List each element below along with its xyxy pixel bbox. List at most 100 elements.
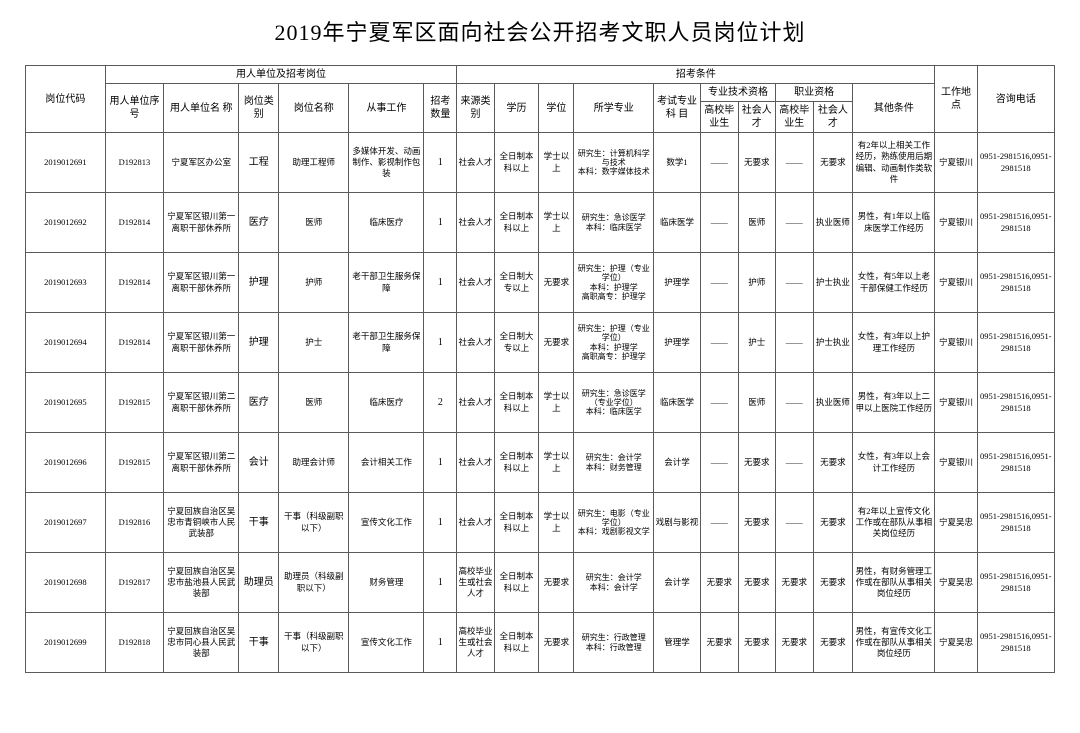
- cell-code: 2019012695: [26, 373, 106, 433]
- cell-ps: 无要求: [738, 613, 776, 673]
- cell-qty: 2: [424, 373, 457, 433]
- header-qty: 招考数量: [424, 84, 457, 133]
- cell-major: 研究生：电影（专业学位）本科：戏剧影视文学: [574, 493, 654, 553]
- cell-loc: 宁夏银川: [935, 373, 977, 433]
- cell-edu: 全日制本科以上: [494, 433, 539, 493]
- cell-unitname: 宁夏军区银川第一离职干部休养所: [164, 193, 239, 253]
- header-subject: 考试专业科 目: [654, 84, 701, 133]
- cell-major: 研究生：急诊医学本科：临床医学: [574, 193, 654, 253]
- cell-loc: 宁夏银川: [935, 433, 977, 493]
- cell-subject: 临床医学: [654, 193, 701, 253]
- cell-posttype: 护理: [239, 313, 279, 373]
- table-row: 2019012699D192818宁夏回族自治区吴忠市同心县人民武装部干事干事（…: [26, 613, 1055, 673]
- cell-major: 研究生：计算机科学与技术本科：数字媒体技术: [574, 133, 654, 193]
- cell-ps: 无要求: [738, 133, 776, 193]
- cell-work: 临床医疗: [349, 193, 424, 253]
- cell-unitname: 宁夏回族自治区吴忠市盐池县人民武装部: [164, 553, 239, 613]
- cell-pg: ——: [701, 493, 739, 553]
- cell-edu: 全日制本科以上: [494, 193, 539, 253]
- cell-unitname: 宁夏军区银川第二离职干部休养所: [164, 373, 239, 433]
- cell-postname: 医师: [279, 193, 349, 253]
- cell-source: 社会人才: [457, 493, 495, 553]
- cell-subject: 临床医学: [654, 373, 701, 433]
- header-vocqual: 职业资格: [776, 84, 853, 102]
- cell-degree: 无要求: [539, 313, 574, 373]
- header-other: 其他条件: [853, 84, 935, 133]
- table-row: 2019012691D192813宁夏军区办公室工程助理工程师多媒体开发、动画制…: [26, 133, 1055, 193]
- header-postname: 岗位名称: [279, 84, 349, 133]
- cell-subject: 会计学: [654, 433, 701, 493]
- cell-edu: 全日制大专以上: [494, 253, 539, 313]
- cell-subject: 戏剧与影视: [654, 493, 701, 553]
- cell-work: 会计相关工作: [349, 433, 424, 493]
- cell-work: 多媒体开发、动画制作、影视制作包装: [349, 133, 424, 193]
- cell-code: 2019012693: [26, 253, 106, 313]
- cell-source: 社会人才: [457, 313, 495, 373]
- table-row: 2019012693D192814宁夏军区银川第一离职干部休养所护理护师老干部卫…: [26, 253, 1055, 313]
- cell-posttype: 干事: [239, 613, 279, 673]
- cell-phone: 0951-2981516,0951-2981518: [977, 493, 1054, 553]
- cell-postname: 干事（科级副职以下）: [279, 493, 349, 553]
- cell-major: 研究生：护理（专业学位）本科：护理学高职高专：护理学: [574, 313, 654, 373]
- cell-code: 2019012694: [26, 313, 106, 373]
- cell-degree: 学士以上: [539, 193, 574, 253]
- header-ps: 社会人才: [738, 102, 776, 133]
- header-loc: 工作地点: [935, 66, 977, 133]
- cell-ps: 无要求: [738, 493, 776, 553]
- cell-unitno: D192815: [105, 373, 164, 433]
- cell-subject: 数学1: [654, 133, 701, 193]
- cell-subject: 管理学: [654, 613, 701, 673]
- cell-other: 女性，有5年以上老干部保健工作经历: [853, 253, 935, 313]
- cell-edu: 全日制本科以上: [494, 493, 539, 553]
- cell-subject: 护理学: [654, 313, 701, 373]
- cell-ps: 无要求: [738, 433, 776, 493]
- cell-vs: 执业医师: [813, 193, 853, 253]
- cell-posttype: 护理: [239, 253, 279, 313]
- cell-edu: 全日制本科以上: [494, 553, 539, 613]
- cell-loc: 宁夏银川: [935, 313, 977, 373]
- cell-posttype: 医疗: [239, 373, 279, 433]
- header-pg: 高校毕业生: [701, 102, 739, 133]
- cell-unitname: 宁夏回族自治区吴忠市青铜峡市人民武装部: [164, 493, 239, 553]
- cell-unitno: D192818: [105, 613, 164, 673]
- cell-ps: 护师: [738, 253, 776, 313]
- cell-vg: ——: [776, 493, 814, 553]
- cell-unitno: D192814: [105, 313, 164, 373]
- header-vg: 高校毕业生: [776, 102, 814, 133]
- cell-unitno: D192814: [105, 193, 164, 253]
- header-unitname: 用人单位名 称: [164, 84, 239, 133]
- cell-vg: ——: [776, 433, 814, 493]
- cell-other: 有2年以上相关工作经历，熟练使用后期编辑、动画制作类软件: [853, 133, 935, 193]
- cell-edu: 全日制本科以上: [494, 133, 539, 193]
- cell-postname: 护士: [279, 313, 349, 373]
- cell-work: 老干部卫生服务保障: [349, 253, 424, 313]
- cell-qty: 1: [424, 253, 457, 313]
- cell-code: 2019012698: [26, 553, 106, 613]
- cell-other: 有2年以上宣传文化工作或在部队从事相关岗位经历: [853, 493, 935, 553]
- table-row: 2019012692D192814宁夏军区银川第一离职干部休养所医疗医师临床医疗…: [26, 193, 1055, 253]
- cell-source: 高校毕业生或社会人才: [457, 613, 495, 673]
- table-row: 2019012697D192816宁夏回族自治区吴忠市青铜峡市人民武装部干事干事…: [26, 493, 1055, 553]
- cell-vs: 无要求: [813, 433, 853, 493]
- cell-qty: 1: [424, 613, 457, 673]
- cell-edu: 全日制本科以上: [494, 373, 539, 433]
- table-header: 岗位代码 用人单位及招考岗位 招考条件 工作地点 咨询电话 用人单位序 号 用人…: [26, 66, 1055, 133]
- cell-degree: 无要求: [539, 613, 574, 673]
- header-phone: 咨询电话: [977, 66, 1054, 133]
- table-row: 2019012696D192815宁夏军区银川第二离职干部休养所会计助理会计师会…: [26, 433, 1055, 493]
- cell-phone: 0951-2981516,0951-2981518: [977, 553, 1054, 613]
- cell-posttype: 会计: [239, 433, 279, 493]
- cell-pg: ——: [701, 253, 739, 313]
- cell-vg: ——: [776, 193, 814, 253]
- cell-major: 研究生：护理（专业学位）本科：护理学高职高专：护理学: [574, 253, 654, 313]
- cell-unitno: D192817: [105, 553, 164, 613]
- cell-phone: 0951-2981516,0951-2981518: [977, 193, 1054, 253]
- cell-pg: ——: [701, 433, 739, 493]
- cell-postname: 助理员（科级副职以下）: [279, 553, 349, 613]
- cell-qty: 1: [424, 433, 457, 493]
- cell-ps: 医师: [738, 193, 776, 253]
- header-source: 来源类别: [457, 84, 495, 133]
- header-unitno: 用人单位序 号: [105, 84, 164, 133]
- cell-postname: 助理会计师: [279, 433, 349, 493]
- cell-vg: ——: [776, 133, 814, 193]
